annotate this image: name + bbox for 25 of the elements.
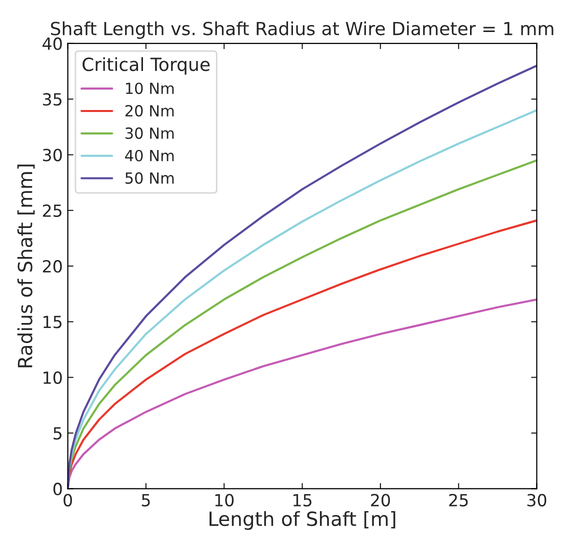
legend-label: 30 Nm <box>125 127 174 139</box>
y-tick-label: 30 <box>43 148 62 162</box>
y-tick-label: 40 <box>42 37 62 50</box>
legend-label: 40 Nm <box>125 150 174 162</box>
y-tick-label: 10 <box>44 371 62 384</box>
legend-label: 50 Nm <box>126 172 174 184</box>
y-tick-label: 15 <box>44 316 62 328</box>
x-tick-label: 0 <box>64 494 72 506</box>
x-tick-label: 30 <box>527 494 546 506</box>
legend-label: 10 Nm <box>126 82 174 94</box>
chart-title: Shaft Length vs. Shaft Radius at Wire Diameter = 1 mm <box>50 21 554 39</box>
x-axis-title: Length of Shaft [m] <box>210 511 396 530</box>
y-tick-label: 0 <box>53 482 62 496</box>
x-tick-label: 20 <box>371 494 390 506</box>
legend-label: 20 Nm <box>125 105 174 117</box>
y-tick-label: 5 <box>54 427 62 440</box>
x-tick-label: 25 <box>449 494 468 506</box>
y-tick-label: 25 <box>42 204 62 217</box>
x-tick-label: 5 <box>142 494 150 506</box>
y-tick-label: 35 <box>43 93 62 106</box>
y-tick-label: 20 <box>42 260 62 273</box>
x-tick-label: 10 <box>215 494 234 506</box>
legend-title: Critical Torque <box>82 57 210 75</box>
x-tick-label: 15 <box>294 494 312 506</box>
y-axis-title: Radius of Shaft [mm] <box>17 164 35 368</box>
